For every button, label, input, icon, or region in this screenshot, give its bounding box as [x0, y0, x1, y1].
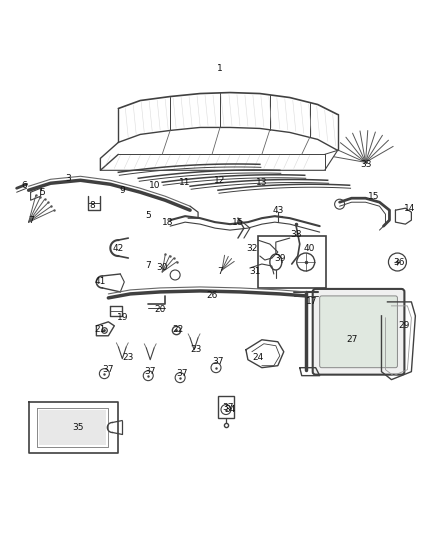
Text: 30: 30: [156, 263, 168, 272]
Text: 35: 35: [73, 423, 84, 432]
Text: 32: 32: [246, 244, 258, 253]
Text: 18: 18: [162, 217, 174, 227]
Text: 41: 41: [95, 278, 106, 286]
Bar: [258, 236, 326, 288]
Text: 27: 27: [346, 335, 357, 344]
Text: 40: 40: [304, 244, 315, 253]
Text: 20: 20: [155, 305, 166, 314]
Text: 36: 36: [394, 257, 405, 266]
Text: 33: 33: [360, 160, 371, 169]
Text: 31: 31: [249, 268, 261, 277]
Bar: [218, 395, 234, 417]
Text: 22: 22: [173, 325, 184, 334]
Text: 29: 29: [399, 321, 410, 330]
Text: 39: 39: [274, 254, 286, 263]
Text: 5: 5: [40, 188, 46, 197]
Text: 9: 9: [120, 185, 125, 195]
Text: 7: 7: [217, 268, 223, 277]
Text: 24: 24: [252, 353, 264, 362]
Text: 26: 26: [206, 292, 218, 301]
Text: 37: 37: [145, 367, 156, 376]
Text: 21: 21: [95, 325, 106, 334]
Text: 7: 7: [28, 216, 33, 224]
Text: 14: 14: [404, 204, 415, 213]
Text: 16: 16: [232, 217, 244, 227]
Text: 5: 5: [145, 211, 151, 220]
Text: 10: 10: [149, 181, 161, 190]
Text: 13: 13: [256, 178, 268, 187]
Text: 17: 17: [306, 297, 318, 306]
Bar: [39, 409, 106, 446]
Text: 1: 1: [217, 64, 223, 73]
Text: 12: 12: [214, 176, 226, 185]
Text: 37: 37: [222, 403, 234, 412]
FancyBboxPatch shape: [320, 296, 397, 368]
Text: 23: 23: [191, 345, 202, 354]
Text: 6: 6: [22, 181, 28, 190]
Text: 37: 37: [177, 369, 188, 378]
Text: 15: 15: [368, 192, 379, 201]
Text: 3: 3: [66, 174, 71, 183]
Text: 8: 8: [89, 201, 95, 209]
Text: 37: 37: [212, 357, 224, 366]
Text: 23: 23: [123, 353, 134, 362]
Text: 34: 34: [224, 405, 236, 414]
Text: 42: 42: [113, 244, 124, 253]
FancyBboxPatch shape: [313, 289, 404, 375]
Text: 43: 43: [272, 206, 283, 215]
Text: 19: 19: [117, 313, 128, 322]
Text: 7: 7: [145, 261, 151, 270]
Text: 38: 38: [290, 230, 301, 239]
Text: 11: 11: [179, 178, 191, 187]
Text: 37: 37: [102, 365, 114, 374]
